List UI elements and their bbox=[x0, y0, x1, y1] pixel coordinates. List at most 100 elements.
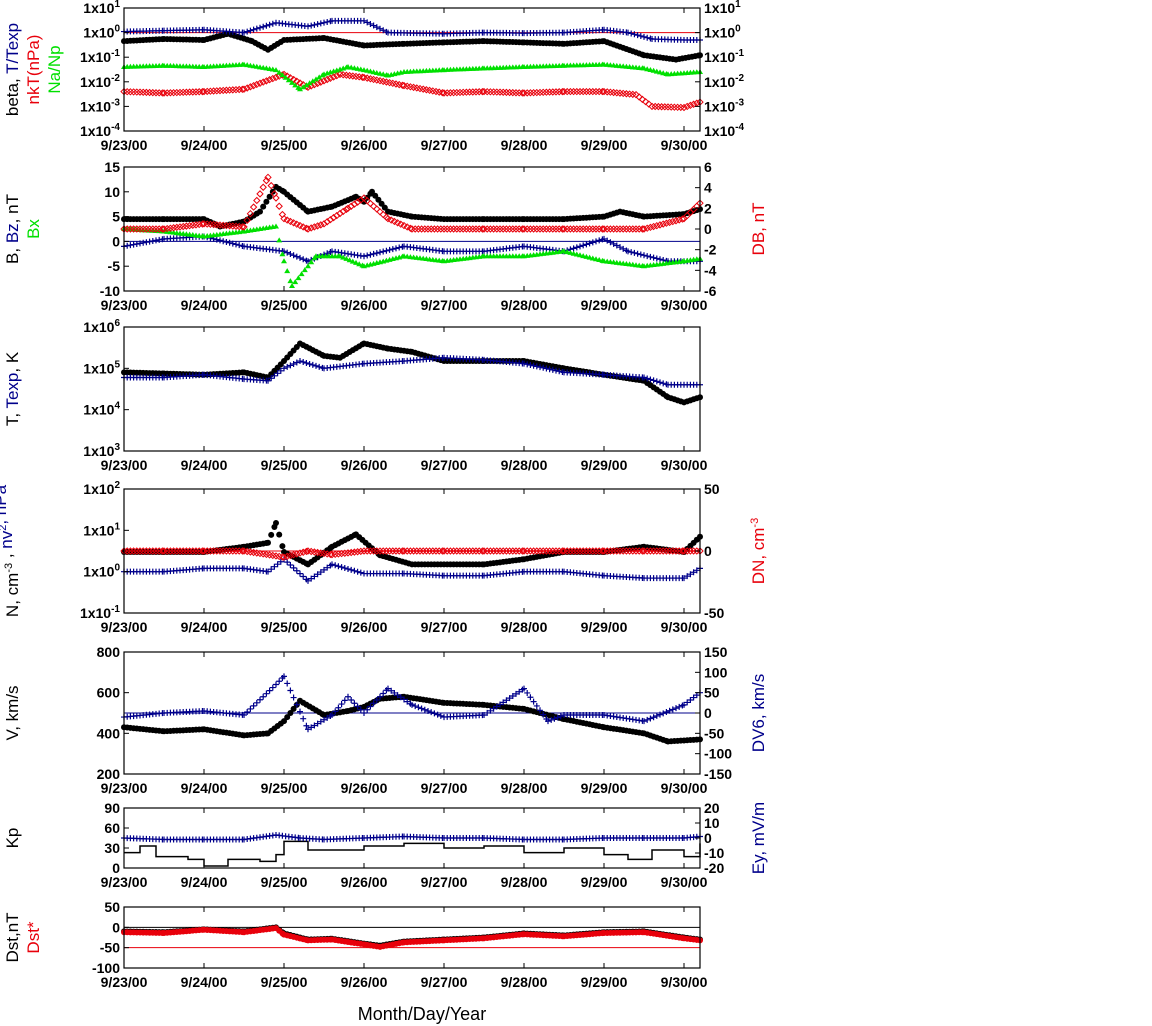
data-point bbox=[689, 100, 698, 108]
data-point bbox=[307, 224, 315, 232]
data-point bbox=[576, 225, 584, 233]
data-point bbox=[693, 547, 701, 555]
data-point bbox=[641, 33, 647, 40]
data-point bbox=[163, 224, 171, 233]
y-right-tick-label: 0 bbox=[704, 543, 712, 559]
data-point bbox=[293, 550, 301, 558]
data-point bbox=[396, 244, 403, 251]
data-point bbox=[313, 76, 319, 82]
data-point bbox=[273, 67, 279, 73]
data-point bbox=[152, 225, 160, 233]
data-point bbox=[300, 84, 307, 90]
data-point bbox=[364, 19, 371, 26]
data-point bbox=[287, 250, 294, 257]
x-tick-label: 9/27/00 bbox=[421, 619, 468, 635]
data-point bbox=[290, 360, 297, 367]
x-tick-label: 9/27/00 bbox=[421, 457, 468, 473]
data-point bbox=[250, 702, 257, 709]
data-point bbox=[308, 259, 315, 265]
data-point bbox=[549, 225, 557, 233]
y-right-tick-label: -150 bbox=[704, 766, 732, 782]
data-point bbox=[305, 263, 311, 269]
data-point bbox=[222, 547, 231, 555]
data-point bbox=[303, 359, 310, 366]
data-point bbox=[338, 701, 345, 708]
data-point bbox=[192, 88, 200, 96]
data-point bbox=[348, 696, 355, 703]
data-point bbox=[139, 225, 147, 233]
data-point bbox=[526, 225, 535, 233]
data-point bbox=[265, 539, 271, 546]
data-point bbox=[643, 224, 651, 232]
data-point bbox=[419, 547, 427, 555]
data-point bbox=[357, 547, 365, 556]
data-point bbox=[403, 547, 411, 555]
data-point bbox=[496, 547, 504, 555]
data-point bbox=[317, 20, 324, 27]
y-axis-label: beta, T/Texp bbox=[3, 23, 22, 116]
y-tick-label: 1x101 bbox=[83, 521, 120, 538]
data-point bbox=[606, 547, 615, 555]
data-point bbox=[225, 86, 234, 94]
data-point bbox=[326, 74, 335, 82]
data-point bbox=[284, 268, 291, 274]
data-point bbox=[632, 90, 640, 99]
data-point bbox=[665, 547, 674, 555]
data-point bbox=[321, 566, 327, 573]
data-point bbox=[422, 547, 431, 555]
data-point bbox=[373, 547, 381, 555]
data-point bbox=[577, 243, 583, 250]
data-point bbox=[296, 549, 304, 557]
data-point bbox=[515, 547, 523, 555]
data-point bbox=[272, 73, 280, 82]
data-point bbox=[566, 87, 575, 96]
data-point bbox=[133, 547, 141, 555]
data-point bbox=[152, 547, 160, 555]
data-point bbox=[216, 547, 224, 555]
data-point bbox=[687, 571, 694, 578]
data-point bbox=[203, 547, 211, 555]
data-point bbox=[429, 547, 437, 555]
data-point bbox=[635, 547, 643, 555]
data-point bbox=[526, 547, 535, 555]
y-right-tick-label: 2 bbox=[704, 200, 712, 216]
y-tick-label: -50 bbox=[100, 940, 120, 956]
data-point bbox=[526, 89, 535, 97]
data-point bbox=[311, 573, 318, 580]
data-point bbox=[573, 547, 581, 555]
x-tick-label: 9/28/00 bbox=[501, 974, 548, 990]
data-point bbox=[220, 238, 227, 245]
data-point bbox=[595, 547, 603, 555]
data-point bbox=[300, 715, 307, 722]
y-tick-label: 30 bbox=[104, 840, 120, 856]
data-point bbox=[631, 31, 638, 38]
data-point bbox=[609, 547, 618, 555]
data-point bbox=[502, 225, 511, 233]
data-point bbox=[133, 225, 141, 233]
data-point bbox=[520, 225, 528, 233]
data-point bbox=[260, 203, 267, 210]
data-point bbox=[505, 225, 514, 233]
data-point bbox=[200, 87, 208, 96]
x-tick-label: 9/27/00 bbox=[421, 874, 468, 890]
data-point bbox=[320, 77, 328, 85]
data-point bbox=[647, 253, 654, 260]
data-point bbox=[323, 218, 331, 226]
data-point bbox=[408, 225, 416, 233]
data-point bbox=[631, 249, 638, 256]
data-point bbox=[389, 246, 396, 253]
x-tick-label: 9/26/00 bbox=[341, 297, 388, 313]
data-point bbox=[669, 547, 677, 555]
x-tick-label: 9/29/00 bbox=[581, 457, 628, 473]
x-tick-label: 9/28/00 bbox=[501, 457, 548, 473]
y-axis-label: N, cm-3 , nv2, nPa bbox=[0, 484, 22, 617]
data-point bbox=[569, 547, 578, 555]
data-point bbox=[284, 363, 291, 370]
data-point bbox=[640, 225, 648, 233]
data-point bbox=[433, 225, 442, 233]
data-point bbox=[472, 88, 480, 96]
data-point bbox=[145, 225, 154, 233]
x-tick-label: 9/27/00 bbox=[421, 974, 468, 990]
data-point bbox=[173, 547, 181, 555]
data-point bbox=[213, 547, 221, 555]
